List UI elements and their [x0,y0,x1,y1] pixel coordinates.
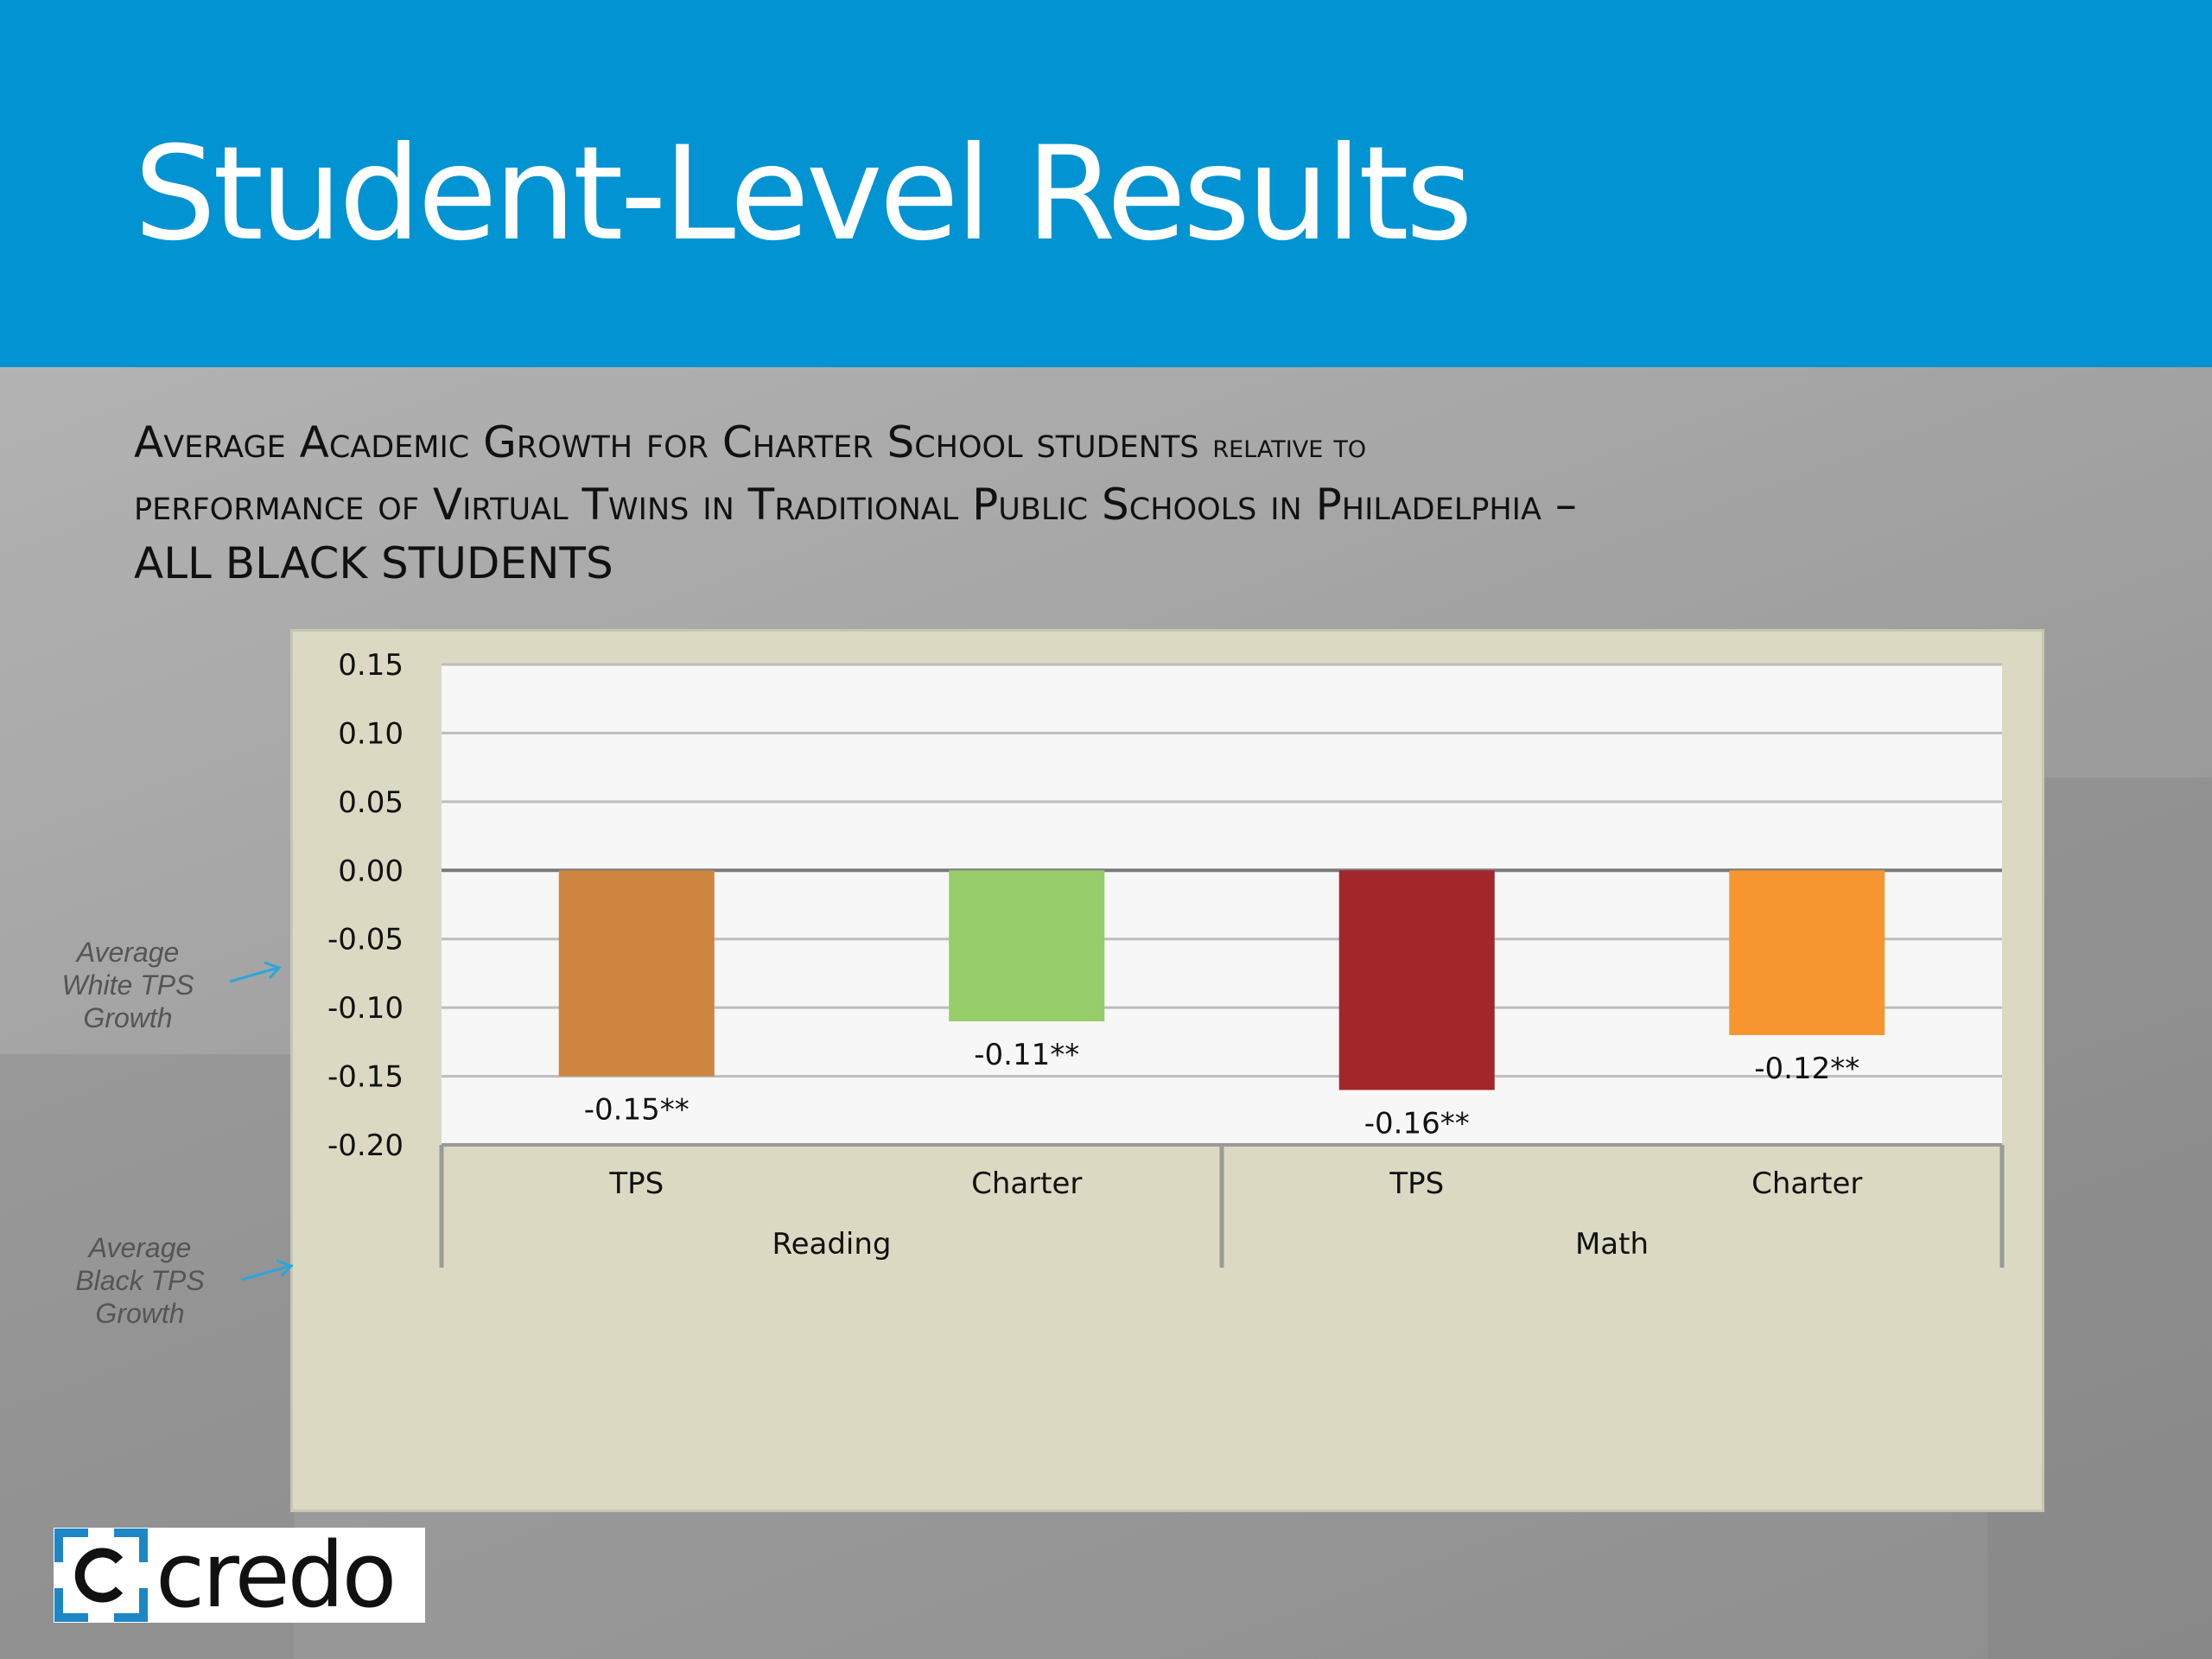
group-label: Reading [772,1227,891,1262]
y-tick-label: -0.15 [327,1060,404,1095]
credo-logo-text: credo [156,1522,397,1628]
data-label: -0.11** [974,1038,1079,1072]
x-tick-label: TPS [1389,1166,1444,1201]
credo-logo-icon [54,1528,149,1623]
chart-panel: 0.15 0.10 0.05 0.00 -0.05 -0.10 -0.15 -0.20 -0.… [290,629,2044,1512]
header-bar: Student-Level Results [0,0,2212,367]
credo-logo: credo [54,1528,425,1623]
data-label: -0.12** [1754,1052,1859,1086]
y-tick-label: -0.10 [327,991,404,1026]
arrow-black-icon [241,1259,294,1281]
subtitle-line-3: ALL BLACK STUDENTS [134,538,613,588]
page-number: 15 [2035,1562,2075,1603]
bar [1338,870,1495,1090]
y-tick-label: 0.10 [338,716,404,751]
annotation-black-line-3: Growth [95,1298,185,1329]
y-tick-label: 0.05 [338,785,404,820]
subtitle-small: relative to [1212,427,1367,465]
annotation-black-tps: Average Black TPS Growth [54,1231,226,1330]
data-label: -0.16** [1364,1106,1470,1141]
group-label: Math [1575,1227,1649,1262]
annotation-black-line-2: Black TPS [75,1265,205,1296]
bars [558,870,1885,1090]
annotation-white-tps: Average White TPS Growth [41,936,214,1034]
subtitle-line-2: performance of Virtual Twins in Traditio… [134,480,1577,530]
y-tick-label: 0.00 [338,854,404,888]
annotation-white-line-2: White TPS [61,969,194,1001]
x-tick-label: TPS [608,1166,664,1201]
bar [1729,870,1885,1035]
y-tick-label: 0.15 [338,648,404,683]
subtitle-line-1: Average Academic Growth for Charter Scho… [134,417,1213,467]
x-tick-label: Charter [1751,1166,1862,1201]
bar [558,870,715,1077]
bar-chart: 0.15 0.10 0.05 0.00 -0.05 -0.10 -0.15 -0.20 -0.… [327,648,2005,1268]
annotation-white-line-1: Average [76,937,180,968]
page-title: Student-Level Results [134,119,1473,270]
bar [949,870,1105,1022]
annotation-black-line-1: Average [88,1232,192,1263]
y-tick-label: -0.20 [327,1128,404,1163]
data-labels: -0.15** -0.11** -0.16** -0.12** [584,1038,1859,1141]
chart-subtitle: Average Academic Growth for Charter Scho… [134,413,2078,593]
x-axis: TPS Charter TPS Charter Reading Math [439,1143,2005,1268]
y-axis-ticks: 0.15 0.10 0.05 0.00 -0.05 -0.10 -0.15 -0.20 [327,648,404,1163]
y-tick-label: -0.05 [327,923,404,957]
x-tick-label: Charter [971,1166,1082,1201]
arrow-white-icon [229,961,282,983]
annotation-white-line-3: Growth [83,1002,173,1033]
data-label: -0.15** [584,1093,690,1128]
